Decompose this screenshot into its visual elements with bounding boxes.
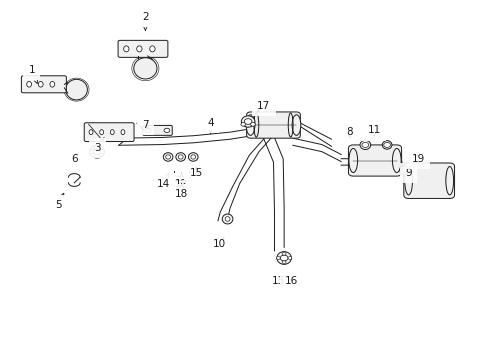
Circle shape bbox=[282, 261, 285, 264]
FancyBboxPatch shape bbox=[21, 76, 66, 93]
Ellipse shape bbox=[149, 46, 155, 52]
Text: 17: 17 bbox=[256, 100, 270, 112]
Ellipse shape bbox=[65, 79, 87, 100]
Ellipse shape bbox=[165, 155, 170, 159]
Text: 12: 12 bbox=[175, 173, 188, 189]
Ellipse shape bbox=[121, 130, 124, 135]
Ellipse shape bbox=[179, 185, 183, 189]
Text: 4: 4 bbox=[207, 118, 214, 134]
FancyBboxPatch shape bbox=[246, 112, 300, 138]
Text: 14: 14 bbox=[156, 173, 169, 189]
Text: 7: 7 bbox=[142, 120, 148, 130]
Text: 19: 19 bbox=[411, 154, 424, 164]
Text: 8: 8 bbox=[346, 127, 352, 138]
FancyBboxPatch shape bbox=[348, 145, 401, 176]
Ellipse shape bbox=[392, 148, 400, 172]
Ellipse shape bbox=[190, 155, 195, 159]
Circle shape bbox=[244, 119, 251, 124]
Ellipse shape bbox=[177, 183, 186, 192]
Ellipse shape bbox=[276, 252, 291, 264]
Ellipse shape bbox=[89, 130, 93, 135]
FancyBboxPatch shape bbox=[142, 125, 172, 135]
Ellipse shape bbox=[404, 167, 412, 195]
Ellipse shape bbox=[163, 153, 173, 161]
Ellipse shape bbox=[359, 140, 370, 149]
Circle shape bbox=[282, 252, 285, 255]
Ellipse shape bbox=[123, 46, 129, 52]
Ellipse shape bbox=[134, 58, 157, 79]
Circle shape bbox=[90, 147, 94, 150]
Text: 18: 18 bbox=[175, 184, 188, 199]
Text: 15: 15 bbox=[189, 167, 203, 178]
FancyBboxPatch shape bbox=[118, 40, 167, 57]
Ellipse shape bbox=[399, 166, 409, 174]
Text: 13: 13 bbox=[271, 276, 285, 286]
Circle shape bbox=[100, 147, 103, 150]
Ellipse shape bbox=[178, 155, 183, 159]
Ellipse shape bbox=[27, 81, 32, 87]
Ellipse shape bbox=[222, 214, 232, 224]
Circle shape bbox=[280, 255, 287, 261]
Ellipse shape bbox=[241, 116, 254, 127]
Circle shape bbox=[93, 149, 101, 154]
Ellipse shape bbox=[110, 130, 114, 135]
Circle shape bbox=[383, 143, 390, 147]
Circle shape bbox=[90, 153, 94, 156]
Circle shape bbox=[241, 123, 245, 126]
Ellipse shape bbox=[176, 153, 185, 161]
Text: 16: 16 bbox=[285, 276, 298, 286]
Text: 2: 2 bbox=[142, 12, 148, 30]
Ellipse shape bbox=[50, 81, 55, 87]
Circle shape bbox=[145, 128, 151, 132]
FancyBboxPatch shape bbox=[403, 163, 454, 198]
Text: 9: 9 bbox=[405, 167, 411, 178]
Circle shape bbox=[276, 257, 280, 260]
Circle shape bbox=[100, 153, 103, 156]
Ellipse shape bbox=[188, 153, 198, 161]
Ellipse shape bbox=[382, 141, 391, 149]
Circle shape bbox=[361, 143, 368, 147]
Circle shape bbox=[250, 123, 255, 126]
Ellipse shape bbox=[100, 130, 103, 135]
Circle shape bbox=[163, 128, 169, 132]
FancyBboxPatch shape bbox=[84, 123, 134, 141]
Text: 1: 1 bbox=[28, 65, 38, 84]
Ellipse shape bbox=[137, 46, 142, 52]
Ellipse shape bbox=[90, 145, 104, 158]
Ellipse shape bbox=[224, 217, 229, 221]
Ellipse shape bbox=[38, 81, 43, 87]
Ellipse shape bbox=[445, 167, 453, 195]
Ellipse shape bbox=[348, 148, 357, 172]
Circle shape bbox=[287, 257, 291, 260]
Ellipse shape bbox=[291, 115, 300, 135]
Text: 10: 10 bbox=[212, 237, 225, 249]
Text: 6: 6 bbox=[71, 153, 78, 164]
Text: 3: 3 bbox=[94, 138, 104, 153]
Circle shape bbox=[401, 168, 407, 172]
Text: 5: 5 bbox=[55, 193, 64, 210]
Ellipse shape bbox=[245, 115, 254, 135]
Text: 11: 11 bbox=[366, 125, 380, 136]
